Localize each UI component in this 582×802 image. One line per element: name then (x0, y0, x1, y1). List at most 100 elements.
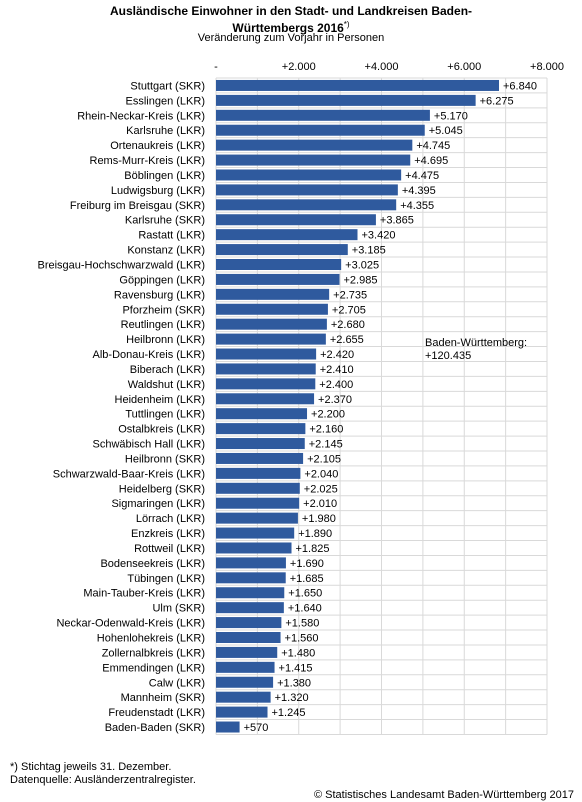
category-label: Bodenseekreis (LKR) (100, 558, 205, 570)
bar (216, 572, 286, 584)
bar (216, 602, 284, 614)
value-label: +5.170 (434, 110, 468, 122)
bar (216, 79, 500, 91)
category-label: Alb-Donau-Kreis (LKR) (93, 349, 205, 361)
value-label: +2.680 (331, 319, 365, 331)
category-label: Baden-Baden (SKR) (105, 722, 205, 734)
category-label: Neckar-Odenwald-Kreis (LKR) (56, 618, 205, 630)
title-line-1: Ausländische Einwohner in den Stadt- und… (109, 4, 473, 18)
bar (216, 632, 281, 643)
bar (216, 184, 398, 196)
value-label: +3.865 (380, 215, 414, 227)
bar (216, 363, 316, 375)
value-label: +1.890 (298, 528, 332, 540)
title-footnote-mark: *) (343, 20, 350, 29)
bar (216, 94, 476, 106)
bar (216, 557, 286, 569)
x-tick-label: +4.000 (365, 61, 399, 73)
value-label: +2.105 (307, 453, 341, 465)
bar (216, 587, 285, 599)
category-label: Schwarzwald-Baar-Kreis (LKR) (53, 468, 205, 480)
category-label: Freudenstadt (LKR) (108, 707, 205, 719)
category-label: Rastatt (LKR) (138, 230, 205, 242)
bar (216, 273, 340, 285)
value-label: +1.320 (275, 692, 309, 704)
category-label: Ulm (SKR) (152, 603, 205, 615)
category-label: Ludwigsburg (LKR) (111, 185, 205, 197)
value-label: +570 (244, 722, 269, 734)
category-label: Breisgau-Hochschwarzwald (LKR) (37, 260, 205, 272)
value-label: +1.480 (281, 647, 315, 659)
category-label: Pforzheim (SKR) (122, 304, 205, 316)
category-label: Heilbronn (SKR) (125, 453, 205, 465)
value-label: +2.985 (344, 274, 378, 286)
bar (216, 617, 282, 629)
category-label: Stuttgart (SKR) (130, 80, 205, 92)
value-label: +1.690 (290, 558, 324, 570)
chart-subtitle: Veränderung zum Vorjahr in Personen (197, 32, 385, 44)
value-label: +4.355 (400, 200, 434, 212)
category-label: Rhein-Neckar-Kreis (LKR) (77, 110, 205, 122)
value-label: +1.380 (277, 677, 311, 689)
category-label: Schwäbisch Hall (LKR) (93, 439, 205, 451)
bar (216, 452, 304, 464)
bar (216, 482, 300, 494)
value-label: +2.010 (303, 498, 337, 510)
category-label: Lörrach (LKR) (136, 513, 205, 525)
category-label: Mannheim (SKR) (121, 692, 205, 704)
bar (216, 348, 317, 360)
value-label: +4.395 (402, 185, 436, 197)
bar (216, 497, 300, 509)
category-label: Böblingen (LKR) (124, 170, 205, 182)
bar (216, 646, 278, 658)
bar (216, 408, 308, 420)
bar (216, 378, 316, 390)
value-label: +2.025 (304, 483, 338, 495)
category-label: Göppingen (LKR) (119, 274, 205, 286)
category-label: Hohenlohekreis (LKR) (97, 633, 205, 645)
value-label: +4.695 (414, 155, 448, 167)
value-label: +2.160 (309, 424, 343, 436)
category-label: Sigmaringen (LKR) (111, 498, 205, 510)
bar (216, 706, 268, 718)
bar (216, 109, 430, 121)
bar (216, 691, 271, 703)
bar (216, 542, 292, 554)
footnote-data-source: Datenquelle: Ausländerzentralregister. (10, 774, 196, 786)
title-line-2: Württembergs 2016*) (0, 18, 582, 35)
category-label: Konstanz (LKR) (127, 245, 205, 257)
category-label: Tübingen (LKR) (127, 573, 205, 585)
value-label: +6.840 (503, 80, 537, 92)
category-label: Tuttlingen (LKR) (125, 409, 205, 421)
bar (216, 154, 411, 166)
value-label: +1.650 (288, 588, 322, 600)
title-line-2-text: Württembergs 2016 (232, 21, 344, 35)
value-label: +2.735 (333, 289, 367, 301)
category-label: Esslingen (LKR) (126, 95, 205, 107)
bar (216, 288, 330, 300)
x-tick-label: +6.000 (447, 61, 481, 73)
bar (216, 259, 342, 270)
x-tick-label: +2.000 (282, 61, 316, 73)
category-label: Zollernalbkreis (LKR) (102, 647, 205, 659)
x-tick-label: - (214, 61, 218, 73)
value-label: +1.415 (279, 662, 313, 674)
value-label: +1.245 (272, 707, 306, 719)
value-label: +2.655 (330, 334, 364, 346)
value-label: +1.560 (285, 633, 319, 645)
total-annotation: Baden-Württemberg: +120.435 (425, 337, 527, 363)
value-label: +2.145 (309, 439, 343, 451)
bar (216, 393, 315, 405)
value-label: +2.370 (318, 394, 352, 406)
x-tick-label: +8.000 (530, 61, 564, 73)
category-label: Ostalbkreis (LKR) (118, 424, 205, 436)
chart-title: Ausländische Einwohner in den Stadt- und… (0, 5, 582, 35)
value-label: +5.045 (429, 125, 463, 137)
bar (216, 676, 274, 688)
category-label: Ravensburg (LKR) (114, 289, 205, 301)
value-label: +2.410 (320, 364, 354, 376)
category-label: Karlsruhe (LKR) (126, 125, 205, 137)
category-label: Heidelberg (SKR) (119, 483, 205, 495)
value-label: +3.025 (345, 260, 379, 272)
value-label: +6.275 (480, 95, 514, 107)
